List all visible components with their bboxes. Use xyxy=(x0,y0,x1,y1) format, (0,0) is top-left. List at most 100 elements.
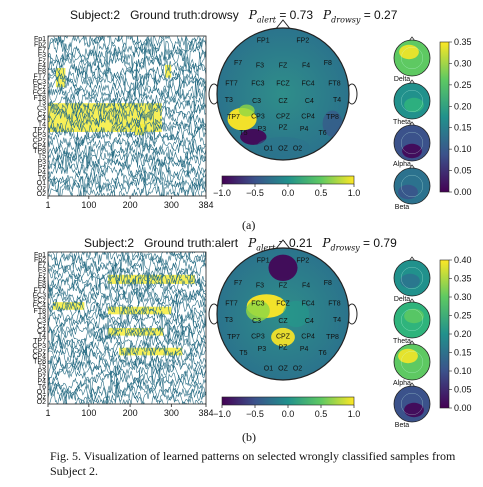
channel-label: T5 xyxy=(38,154,46,161)
electrode-label: CPZ xyxy=(276,333,291,340)
channel-label: F8 xyxy=(38,282,46,289)
figure-caption: Fig. 5. Visualization of learned pattern… xyxy=(50,449,456,478)
band-label: Beta xyxy=(395,204,410,211)
electrode-label: TP8 xyxy=(326,334,339,341)
electrode-label: F8 xyxy=(324,280,332,287)
band-label: Alpha xyxy=(393,161,411,168)
channel-label: T4 xyxy=(38,333,46,340)
eeg-trace-p4 xyxy=(48,365,206,398)
electrode-label: FZ xyxy=(279,62,288,69)
electrode-label: FP2 xyxy=(296,257,309,264)
channel-label: T3 xyxy=(38,100,46,107)
channel-label: Fp2 xyxy=(34,257,46,264)
band-label: Theta xyxy=(393,119,411,126)
x-tick-label: 300 xyxy=(164,200,179,210)
eeg-trace-t6 xyxy=(48,377,206,404)
eeg-trace-o2 xyxy=(49,173,206,196)
eeg-traces xyxy=(48,252,206,404)
electrode-label: T6 xyxy=(319,130,327,137)
channel-label: C3 xyxy=(37,318,46,325)
electrode-label: F3 xyxy=(256,62,264,69)
electrode-label: FCZ xyxy=(276,80,290,87)
channel-label: F4 xyxy=(38,277,46,284)
channel-label: T6 xyxy=(38,175,46,182)
attention-highlight xyxy=(164,64,172,78)
scalp-map xyxy=(216,247,350,381)
eeg-trace-cp4 xyxy=(48,339,206,378)
electrode-label: O1 xyxy=(264,146,273,153)
eeg-trace-tp7 xyxy=(48,324,206,352)
vbar-tick-label: 0.00 xyxy=(454,187,472,197)
channel-label: FT8 xyxy=(34,308,47,315)
horizontal-colorbar xyxy=(221,175,355,185)
band-contour xyxy=(401,350,424,373)
eeg-trace-f7 xyxy=(48,252,206,275)
eeg-trace-cp3 xyxy=(48,114,206,153)
figure-panel-a: Subject:2 Ground truth:drowsy Palert = 0… xyxy=(0,0,483,232)
band-activation xyxy=(402,143,422,159)
electrode-label: OZ xyxy=(278,146,288,153)
eeg-trace-f3 xyxy=(48,252,206,293)
eeg-trace-fp1 xyxy=(48,36,205,56)
band-activation xyxy=(404,402,424,418)
channel-label: FT7 xyxy=(34,288,47,295)
nose-outline xyxy=(274,19,292,31)
channel-label: CP3 xyxy=(32,132,46,139)
channel-label: TP7 xyxy=(33,338,46,345)
eeg-trace-tp7 xyxy=(48,118,206,149)
eeg-trace-t5 xyxy=(48,141,206,168)
vbar-tick-label: 0.40 xyxy=(454,255,472,265)
electrode-label: TP7 xyxy=(227,114,240,121)
eeg-trace-p4 xyxy=(48,161,206,193)
eeg-trace-fz xyxy=(48,45,206,71)
channel-label: CPz xyxy=(33,348,47,355)
band-activation xyxy=(404,308,424,324)
channel-label: F3 xyxy=(38,52,46,59)
band-contour xyxy=(401,47,424,70)
electrode-label: C3 xyxy=(252,318,261,325)
eeg-trace-f8 xyxy=(48,274,206,295)
channel-label: Fp1 xyxy=(34,36,46,43)
eeg-trace-c4 xyxy=(48,98,206,141)
vbar-tick-label: 0.15 xyxy=(454,348,472,358)
channel-label: O2 xyxy=(37,191,46,198)
band-contour xyxy=(401,392,424,415)
channel-label: F8 xyxy=(38,68,46,75)
eeg-plot-frame xyxy=(47,35,207,197)
channel-label: O1 xyxy=(37,180,46,187)
activation-blob xyxy=(271,327,295,347)
channel-label: FC3 xyxy=(33,79,46,86)
band-activation xyxy=(404,97,424,113)
electrode-label: P4 xyxy=(300,346,309,353)
electrode-label: FP2 xyxy=(296,37,309,44)
electrode-label: T5 xyxy=(239,350,247,357)
band-label: Theta xyxy=(393,338,411,345)
channel-label: CP4 xyxy=(32,143,46,150)
electrode-label: C4 xyxy=(305,98,314,105)
band-contour xyxy=(401,174,424,197)
electrode-label: PZ xyxy=(279,345,289,352)
channel-label: T5 xyxy=(38,364,46,371)
band-contour xyxy=(401,131,424,154)
vertical-colorbar xyxy=(439,41,450,193)
channel-label: P4 xyxy=(37,170,46,177)
eeg-trace-t3 xyxy=(48,89,206,112)
eeg-trace-o2 xyxy=(49,383,206,404)
channel-label: TP8 xyxy=(33,148,46,155)
electrode-label: P3 xyxy=(258,346,267,353)
channel-label: CP4 xyxy=(32,353,46,360)
channel-label: FCz xyxy=(33,84,46,91)
x-tick-label: 100 xyxy=(81,408,96,418)
electrode-label: TP7 xyxy=(227,334,240,341)
channel-label: TP7 xyxy=(33,127,46,134)
eeg-trace-cpz xyxy=(48,126,206,157)
channel-label: F4 xyxy=(38,63,46,70)
channel-label: CP3 xyxy=(32,343,46,350)
eeg-trace-fp1 xyxy=(48,252,206,270)
vbar-tick-label: 0.00 xyxy=(454,403,472,413)
electrode-label: O2 xyxy=(293,146,302,153)
channel-label: F3 xyxy=(38,267,46,274)
channel-label: T4 xyxy=(38,122,46,129)
x-tick-label: 1 xyxy=(45,200,50,210)
colorbar-tick-label: −1.0 xyxy=(213,188,231,198)
